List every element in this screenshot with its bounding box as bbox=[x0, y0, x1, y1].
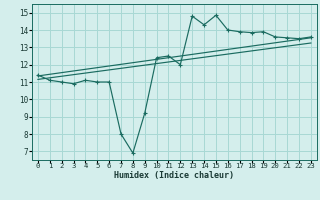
X-axis label: Humidex (Indice chaleur): Humidex (Indice chaleur) bbox=[115, 171, 234, 180]
